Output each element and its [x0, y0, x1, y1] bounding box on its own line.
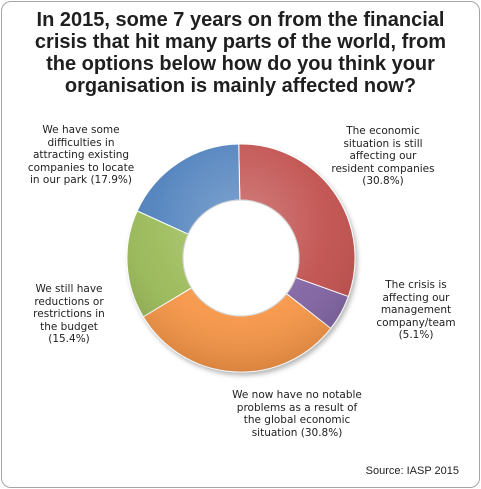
slice-label-economic: The economic situation is still affectin… — [331, 125, 435, 187]
donut-hole — [182, 199, 300, 317]
slice-label-management: The crisis is affecting our management c… — [376, 279, 456, 341]
slice-label-no-problems: We now have no notable problems as a res… — [232, 389, 362, 439]
slice-label-budget: We still have reductions or restrictions… — [33, 283, 105, 345]
chart-title: In 2015, some 7 years on from the financ… — [34, 9, 447, 97]
source-note: Source: IASP 2015 — [365, 465, 459, 477]
slice-label-attracting: We have some difficulties in attracting … — [27, 124, 135, 186]
